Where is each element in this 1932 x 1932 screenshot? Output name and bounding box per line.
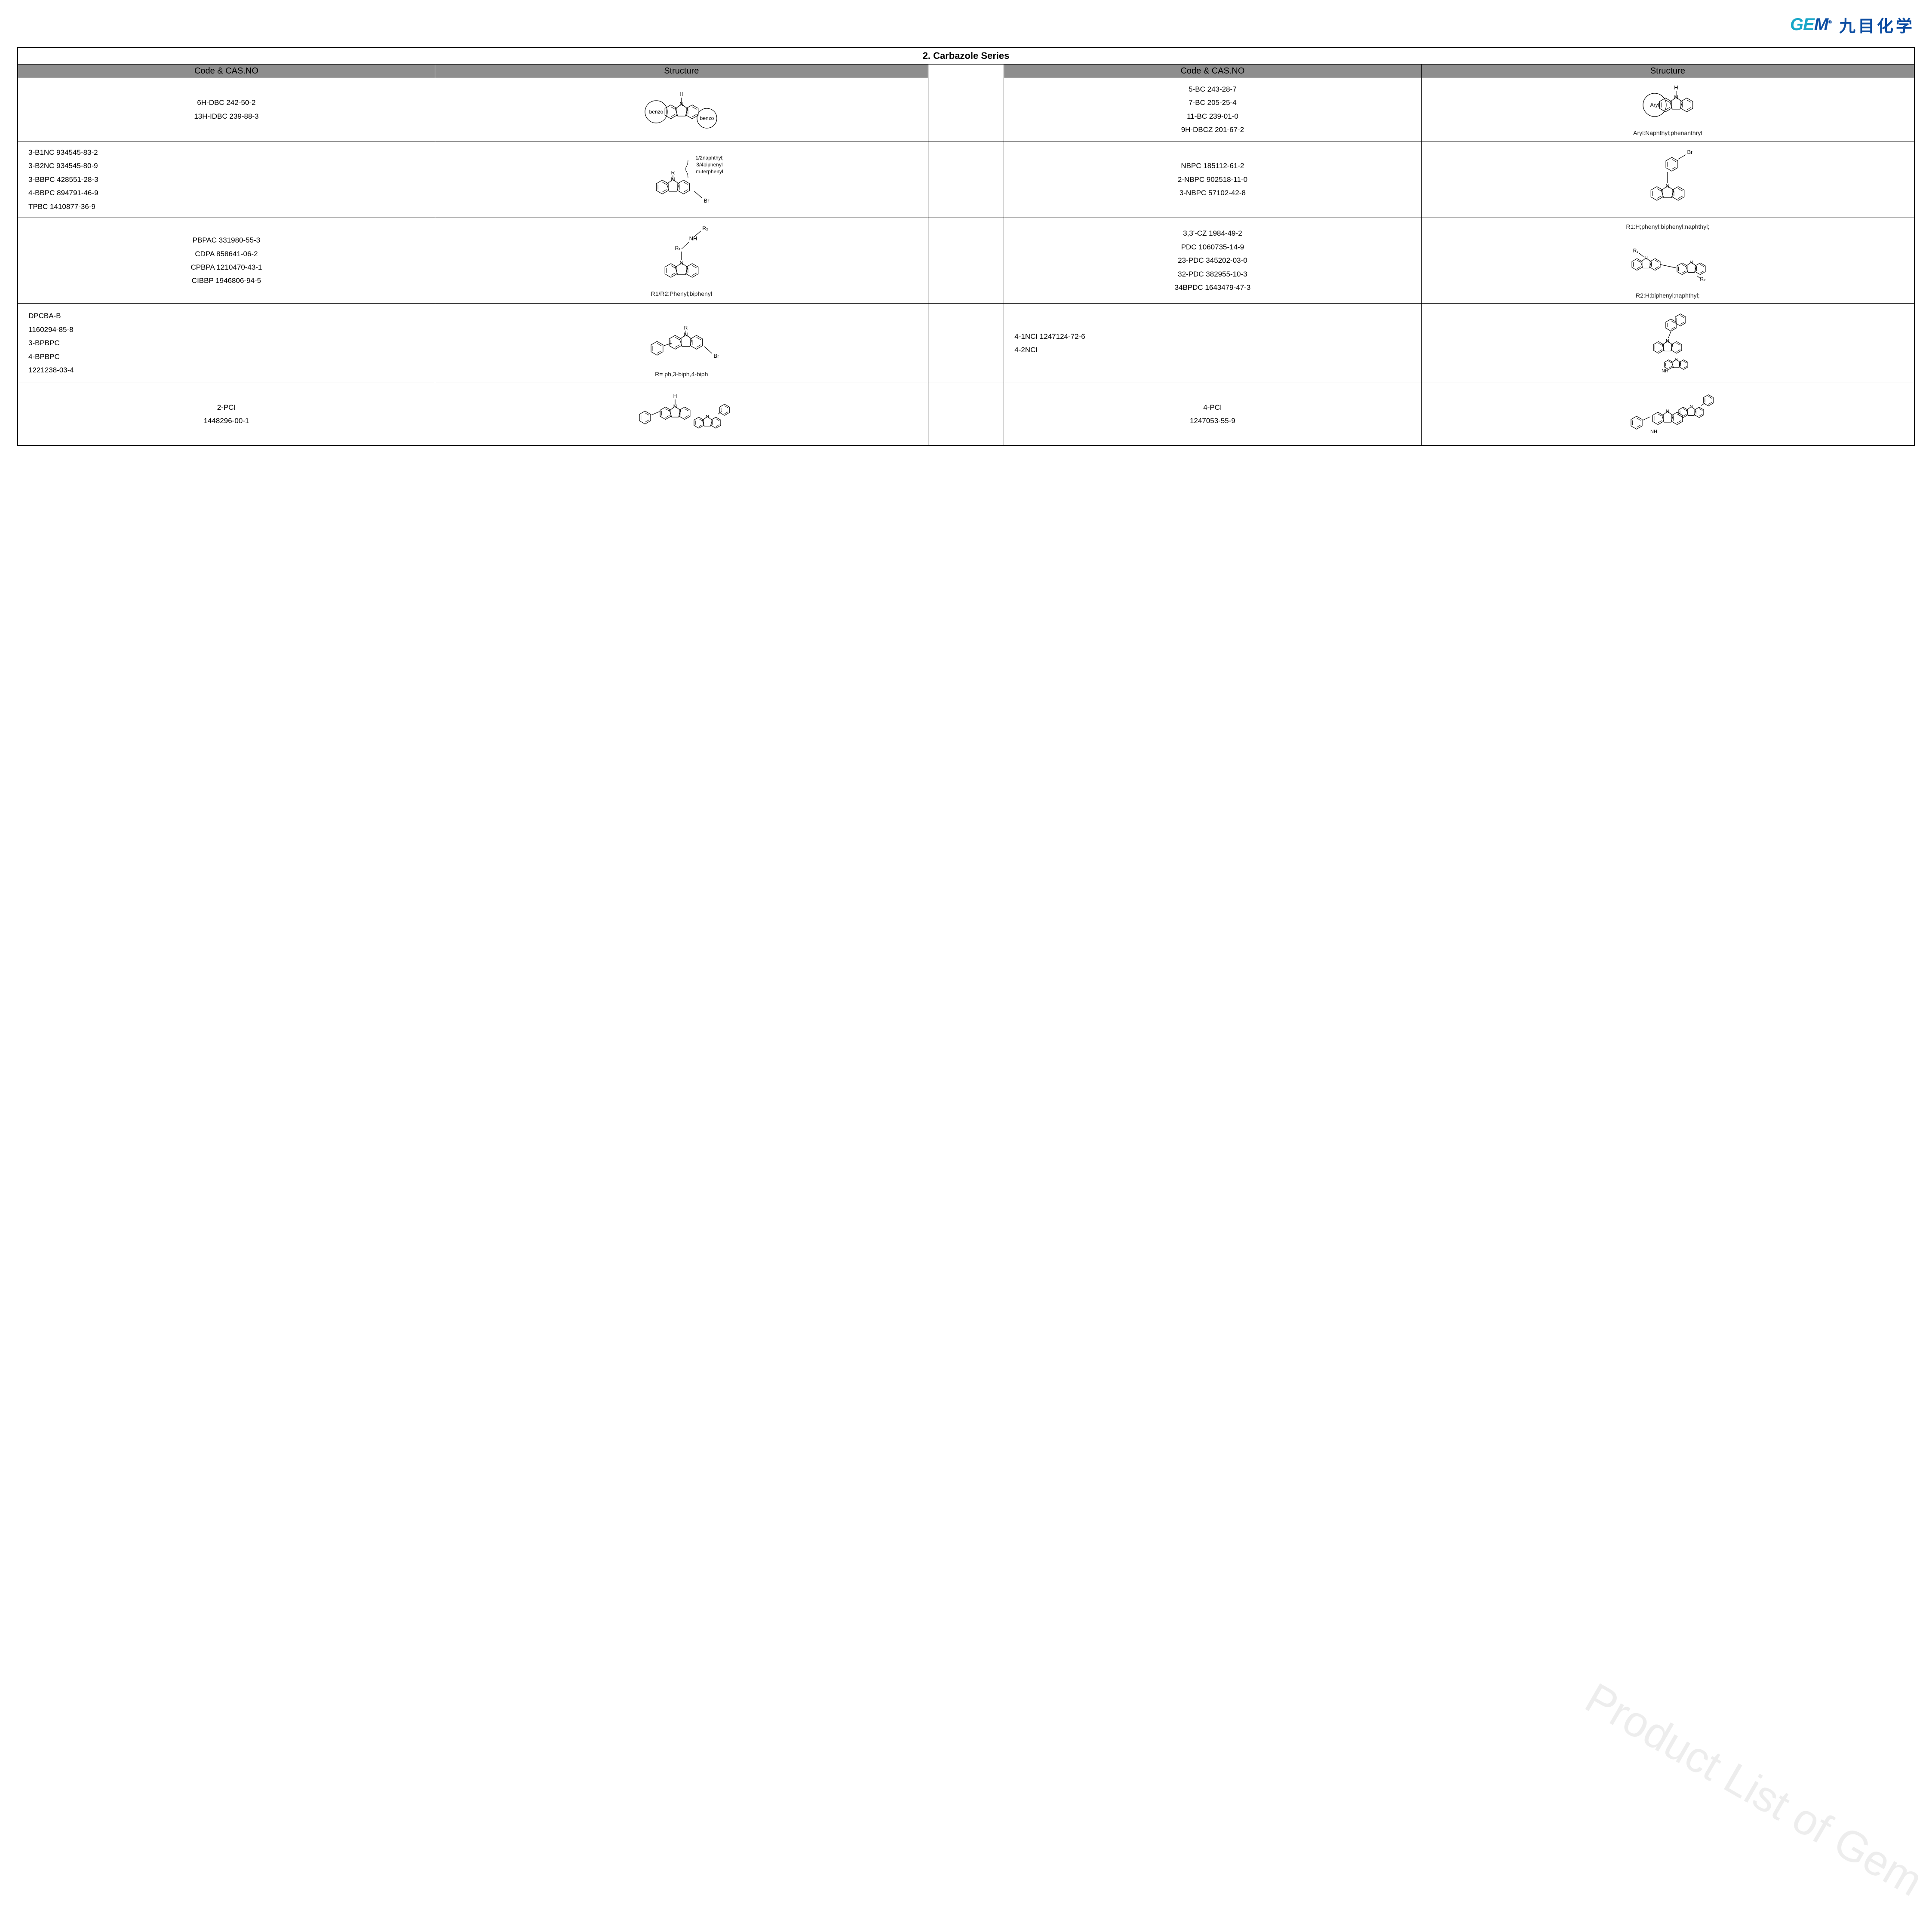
code-cell: DPCBA-B1160294-85-83-BPBPC4-BPBPC1221238…: [18, 303, 435, 383]
spacer-cell: [928, 141, 1004, 218]
structure-cell: N NH N: [1421, 383, 1914, 445]
svg-text:N: N: [1666, 183, 1670, 189]
code-cell: NBPC 185112-61-22-NBPC 902518-11-03-NBPC…: [1004, 141, 1421, 218]
svg-text:m-terphenyl: m-terphenyl: [696, 169, 723, 175]
svg-text:benzo: benzo: [649, 109, 663, 115]
code-cell: 2-PCI1448296-00-1: [18, 383, 435, 445]
structure-cell: N H N: [435, 383, 928, 445]
code-cell: PBPAC 331980-55-3CDPA 858641-06-2CPBPA 1…: [18, 218, 435, 303]
spacer-cell: [928, 78, 1004, 141]
svg-text:3/4biphenyl: 3/4biphenyl: [696, 162, 722, 168]
svg-text:R₁: R₁: [675, 245, 680, 251]
svg-text:H: H: [679, 91, 683, 97]
code-cell: 3,3'-CZ 1984-49-2PDC 1060735-14-923-PDC …: [1004, 218, 1421, 303]
structure-cell: N H Aryl Aryl:Naphthyl;phenanthryl: [1421, 78, 1914, 141]
svg-text:1/2naphthyl;: 1/2naphthyl;: [695, 155, 723, 161]
structure-cell: NR Br R= ph,3-biph,4-biph: [435, 303, 928, 383]
code-cell: 6H-DBC 242-50-213H-IDBC 239-88-3: [18, 78, 435, 141]
logo-gem: GEM®: [1790, 15, 1831, 34]
svg-text:H: H: [1674, 84, 1678, 91]
svg-text:R: R: [684, 325, 688, 331]
table-row: 2-PCI1448296-00-1 N H N 4-PCI1247053-55-…: [18, 383, 1914, 445]
svg-text:N: N: [706, 415, 709, 419]
svg-text:NH: NH: [1662, 369, 1668, 374]
svg-text:N: N: [1666, 409, 1669, 415]
code-cell: 4-1NCI 1247124-72-64-2NCI: [1004, 303, 1421, 383]
svg-text:R₁: R₁: [1633, 248, 1639, 254]
svg-text:Br: Br: [713, 353, 719, 359]
svg-text:Br: Br: [1687, 149, 1693, 155]
svg-text:Aryl: Aryl: [1650, 102, 1659, 108]
header-struct-right: Structure: [1421, 65, 1914, 78]
logo-chinese: 九目化学: [1839, 13, 1915, 37]
structure-cell: NR Br 1/2naphthyl; 3/4biphenyl m-terphen…: [435, 141, 928, 218]
code-cell: 5-BC 243-28-77-BC 205-25-411-BC 239-01-0…: [1004, 78, 1421, 141]
svg-text:N: N: [1689, 260, 1693, 265]
spacer-cell: [928, 383, 1004, 445]
table-row: 6H-DBC 242-50-213H-IDBC 239-88-3 N H ben…: [18, 78, 1914, 141]
svg-text:N: N: [1675, 357, 1678, 361]
code-cell: 4-PCI1247053-55-9: [1004, 383, 1421, 445]
logo-bar: GEM® 九目化学: [17, 13, 1915, 37]
svg-text:N: N: [1644, 255, 1648, 261]
svg-text:N: N: [679, 259, 683, 266]
table-row: 3-B1NC 934545-83-23-B2NC 934545-80-93-BB…: [18, 141, 1914, 218]
code-cell: 3-B1NC 934545-83-23-B2NC 934545-80-93-BB…: [18, 141, 435, 218]
spacer-cell: [928, 303, 1004, 383]
structure-cell: N Br: [1421, 141, 1914, 218]
svg-text:R: R: [671, 169, 675, 175]
svg-text:N: N: [1666, 338, 1669, 344]
watermark: Product List of Gem: [1577, 1674, 1931, 1906]
header-struct-left: Structure: [435, 65, 928, 78]
svg-text:Br: Br: [703, 197, 710, 204]
structure-cell: N N NH: [1421, 303, 1914, 383]
svg-text:H: H: [673, 393, 677, 399]
header-spacer: [928, 65, 1004, 78]
structure-cell: N R₁ NH R₂ R1/R2:Phenyl;biphenyl: [435, 218, 928, 303]
header-code-left: Code & CAS.NO: [18, 65, 435, 78]
spacer-cell: [928, 218, 1004, 303]
table-header-row: Code & CAS.NO Structure Code & CAS.NO St…: [18, 65, 1914, 78]
svg-text:R₂: R₂: [702, 225, 708, 231]
table-title: 2. Carbazole Series: [18, 47, 1914, 65]
table-row: DPCBA-B1160294-85-83-BPBPC4-BPBPC1221238…: [18, 303, 1914, 383]
structure-cell: N H benzo benzo: [435, 78, 928, 141]
svg-text:benzo: benzo: [700, 115, 714, 121]
header-code-right: Code & CAS.NO: [1004, 65, 1421, 78]
svg-text:N: N: [1690, 405, 1693, 409]
svg-text:NH: NH: [689, 235, 697, 242]
table-row: PBPAC 331980-55-3CDPA 858641-06-2CPBPA 1…: [18, 218, 1914, 303]
structure-cell: R1:H;phenyl;biphenyl;naphthyl; N R₁ N R₂…: [1421, 218, 1914, 303]
svg-text:NH: NH: [1650, 429, 1657, 434]
carbazole-table: 2. Carbazole Series Code & CAS.NO Struct…: [17, 47, 1915, 446]
